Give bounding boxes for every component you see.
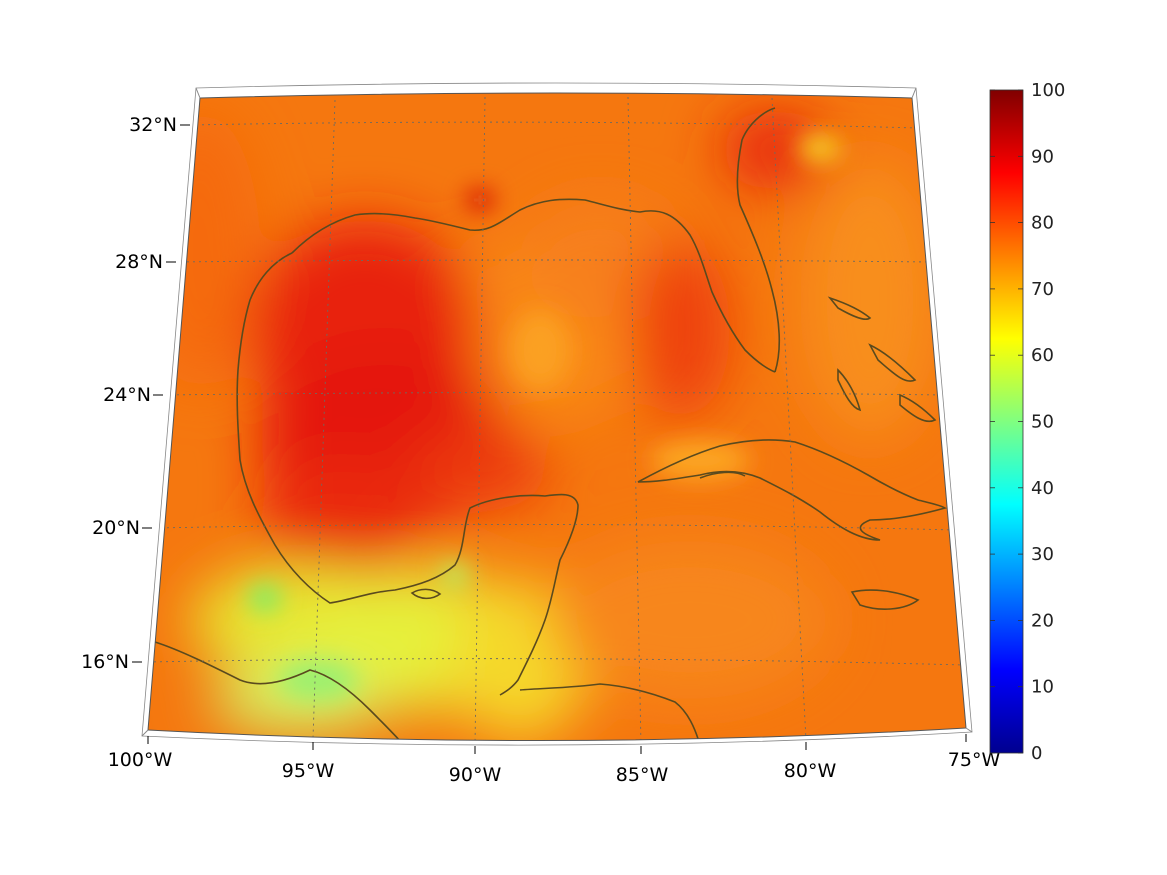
graticule — [148, 96, 965, 741]
colorbar-tick-label: 10 — [1031, 677, 1054, 698]
lat-label-32n: 32°N — [129, 114, 177, 136]
lon-label-85w: 85°W — [616, 764, 669, 786]
colorbar-labels: 0 10 20 30 40 50 60 70 80 90 100 — [1031, 80, 1065, 764]
lon-label-95w: 95°W — [282, 760, 335, 782]
lat-labels: 32°N 28°N 24°N 20°N 16°N — [81, 114, 177, 673]
lat-label-28n: 28°N — [115, 251, 163, 273]
colorbar-tick-label: 50 — [1031, 412, 1054, 433]
colorbar-tick-label: 40 — [1031, 478, 1054, 499]
lat-label-16n: 16°N — [81, 651, 129, 673]
colorbar-tick-label: 90 — [1031, 146, 1054, 167]
coastlines — [154, 107, 948, 741]
colorbar-tick-label: 80 — [1031, 213, 1054, 234]
colorbar-tick-label: 30 — [1031, 544, 1054, 565]
colorbar: 0 10 20 30 40 50 60 70 80 90 100 — [989, 80, 1065, 764]
lon-labels: 100°W 95°W 90°W 85°W 80°W 75°W — [108, 749, 1001, 786]
lon-label-75w: 75°W — [948, 749, 1001, 771]
colorbar-tick-label: 60 — [1031, 345, 1054, 366]
colorbar-tick-label: 70 — [1031, 279, 1054, 300]
lat-label-24n: 24°N — [103, 384, 151, 406]
lon-label-100w: 100°W — [108, 749, 173, 771]
lon-label-80w: 80°W — [784, 760, 837, 782]
humidity-field — [148, 93, 966, 741]
colorbar-ticks — [990, 89, 1023, 754]
lat-ticks — [132, 124, 190, 663]
lat-label-20n: 20°N — [92, 517, 140, 539]
map-frame — [141, 82, 973, 746]
colorbar-tick-label: 0 — [1031, 743, 1042, 764]
colorbar-tick-label: 20 — [1031, 610, 1054, 631]
colorbar-tick-label: 100 — [1031, 80, 1065, 101]
lon-ticks — [147, 734, 967, 754]
lon-label-90w: 90°W — [449, 764, 502, 786]
